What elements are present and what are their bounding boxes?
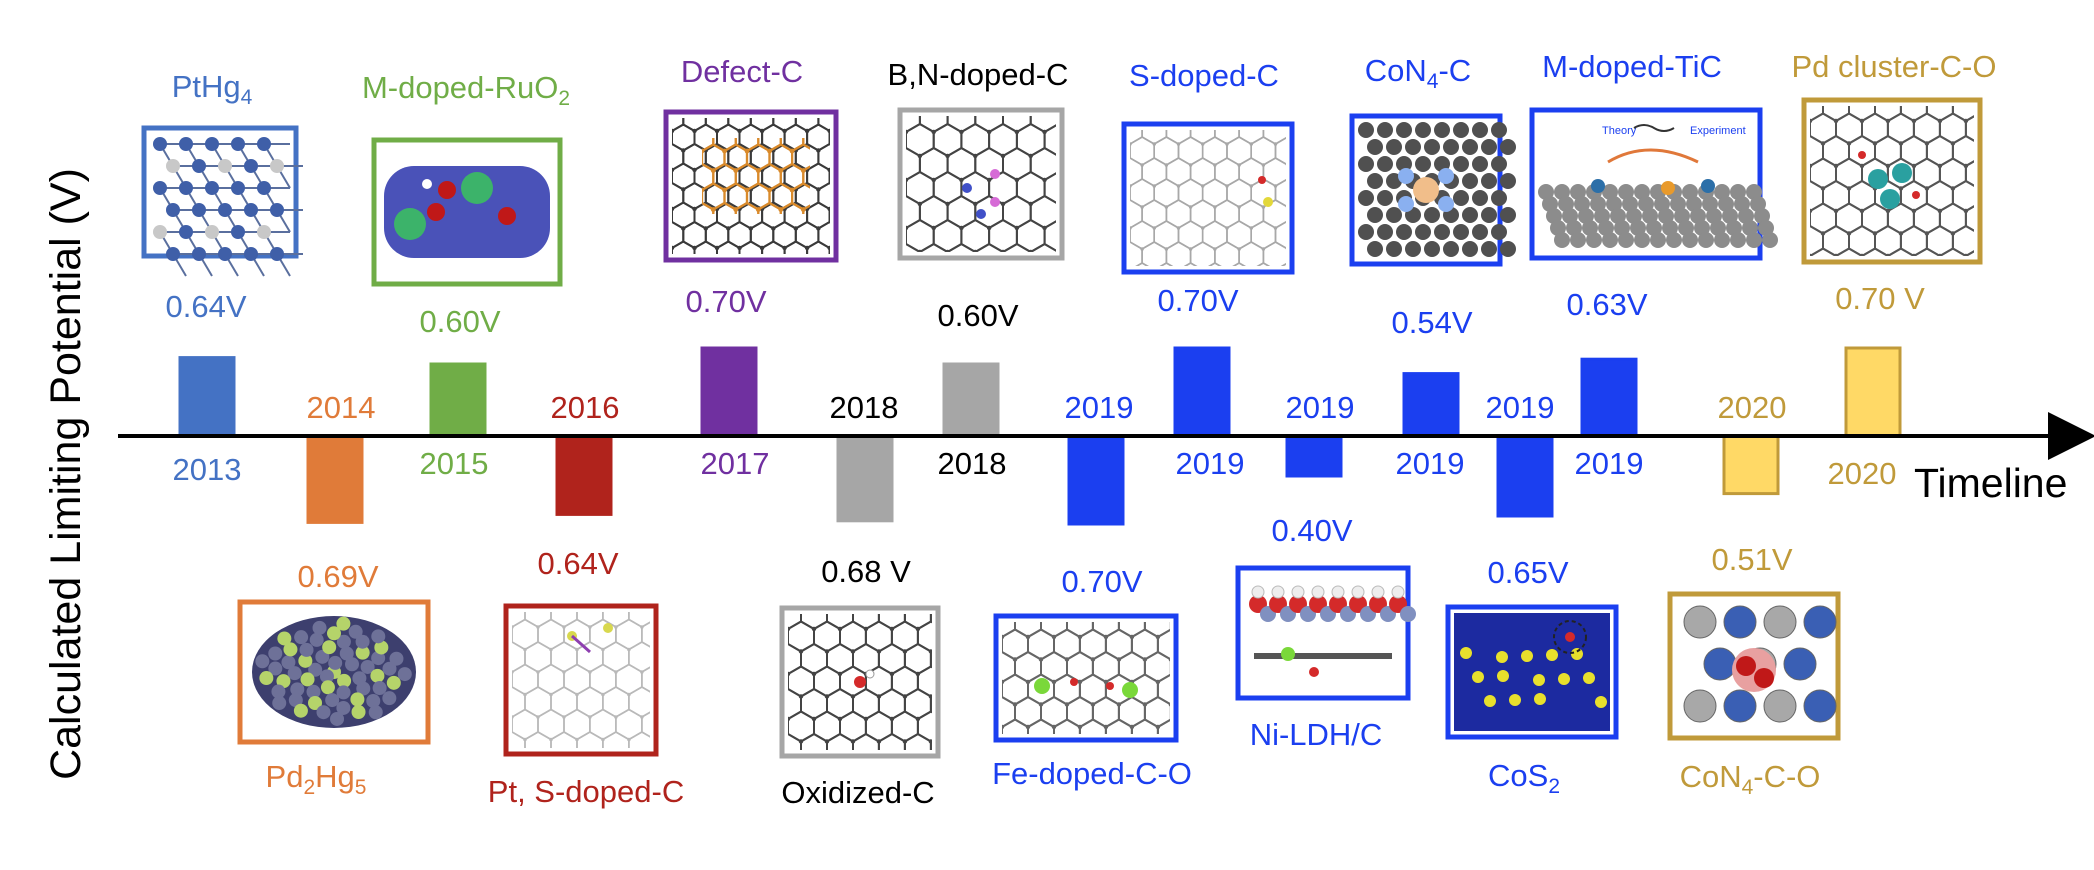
value-label-ni-ldh: 0.40V bbox=[1271, 513, 1352, 548]
pd2hg5-cluster-icon bbox=[237, 599, 431, 745]
value-label-bn-c: 0.60V bbox=[937, 298, 1018, 333]
year-label-ni-ldh: 2019 bbox=[1286, 390, 1355, 425]
pthg4-lattice-icon bbox=[141, 125, 303, 277]
icon-label-theory: Theory bbox=[1602, 125, 1637, 137]
bar-pthg4 bbox=[178, 356, 236, 438]
value-label-ruo2: 0.60V bbox=[419, 304, 500, 339]
year-label-oxidized-c: 2018 bbox=[830, 390, 899, 425]
year-label-ruo2: 2015 bbox=[420, 446, 489, 481]
bar-con4-c bbox=[1402, 372, 1460, 438]
material-name-pd-cluster: Pd cluster-C-O bbox=[1792, 49, 1997, 84]
bar-pt-s-c bbox=[555, 434, 613, 516]
bar-m-tic bbox=[1580, 357, 1638, 438]
material-name-con4-c: CoN4-C bbox=[1365, 53, 1471, 93]
pt-s-graphene-icon bbox=[503, 603, 659, 757]
year-label-con4-c: 2019 bbox=[1396, 446, 1465, 481]
value-label-con4-c-o: 0.51V bbox=[1711, 542, 1792, 577]
y-axis-label: Calculated Limiting Potential (V) bbox=[42, 168, 90, 780]
value-label-pthg4: 0.64V bbox=[165, 289, 246, 324]
con4-graphene-icon bbox=[1349, 113, 1516, 267]
year-label-fe-c-o: 2019 bbox=[1065, 390, 1134, 425]
year-label-defect-c: 2017 bbox=[701, 446, 770, 481]
bar-pd2hg5 bbox=[306, 434, 364, 524]
icon-label-experiment: Experiment bbox=[1690, 125, 1746, 137]
year-label-s-c: 2019 bbox=[1176, 446, 1245, 481]
fe-graphene-icon bbox=[993, 613, 1179, 743]
bn-graphene-icon bbox=[897, 107, 1065, 261]
value-label-oxidized-c: 0.68 V bbox=[821, 554, 911, 589]
cos2-crystal-icon bbox=[1445, 604, 1619, 740]
pd-cluster-graphene-icon bbox=[1801, 97, 1983, 265]
con4-co-graphene-icon bbox=[1667, 591, 1841, 741]
bar-fe-c-o bbox=[1067, 434, 1125, 526]
structure-icons-layer: Theory Experiment bbox=[141, 97, 1983, 759]
labels-layer: 0.64V 2013 PtHg4 0.69V 2014 Pd2Hg5 0.60V 2015 M-… bbox=[165, 49, 1996, 810]
value-label-fe-c-o: 0.70V bbox=[1061, 564, 1142, 599]
tic-surface-icon: Theory Experiment bbox=[1529, 107, 1778, 261]
oxidized-graphene-icon bbox=[779, 605, 941, 759]
year-label-bn-c: 2018 bbox=[938, 446, 1007, 481]
value-label-cos2: 0.65V bbox=[1487, 555, 1568, 590]
value-label-s-c: 0.70V bbox=[1157, 283, 1238, 318]
x-axis-label: Timeline bbox=[1914, 460, 2067, 506]
year-label-pd-cluster: 2020 bbox=[1828, 456, 1897, 491]
value-label-defect-c: 0.70V bbox=[685, 284, 766, 319]
bars-layer bbox=[178, 346, 1902, 526]
bar-bn-c bbox=[942, 362, 1000, 438]
year-label-pthg4: 2013 bbox=[173, 452, 242, 487]
year-label-m-tic: 2019 bbox=[1575, 446, 1644, 481]
material-name-oxidized-c: Oxidized-C bbox=[781, 775, 934, 810]
year-label-pd2hg5: 2014 bbox=[307, 390, 376, 425]
value-label-pd2hg5: 0.69V bbox=[297, 559, 378, 594]
value-label-con4-c: 0.54V bbox=[1391, 305, 1472, 340]
value-label-pd-cluster: 0.70 V bbox=[1835, 281, 1925, 316]
bar-s-c bbox=[1173, 346, 1231, 438]
value-label-m-tic: 0.63V bbox=[1566, 287, 1647, 322]
material-name-fe-c-o: Fe-doped-C-O bbox=[992, 756, 1192, 791]
value-label-pt-s-c: 0.64V bbox=[537, 546, 618, 581]
defect-graphene-icon bbox=[663, 109, 839, 263]
bar-ruo2 bbox=[429, 362, 487, 438]
bar-con4-c-o bbox=[1722, 434, 1780, 496]
material-name-ruo2: M-doped-RuO2 bbox=[362, 70, 570, 110]
bar-cos2 bbox=[1496, 434, 1554, 518]
year-label-con4-c-o: 2020 bbox=[1718, 390, 1787, 425]
material-name-pthg4: PtHg4 bbox=[172, 69, 253, 109]
material-name-ni-ldh: Ni-LDH/C bbox=[1250, 717, 1383, 752]
ruo2-surface-icon bbox=[371, 137, 563, 287]
material-name-bn-c: B,N-doped-C bbox=[888, 57, 1069, 92]
bar-defect-c bbox=[700, 346, 758, 438]
material-name-con4-c-o: CoN4-C-O bbox=[1680, 759, 1821, 799]
bar-oxidized-c bbox=[836, 434, 894, 523]
bar-ni-ldh bbox=[1285, 434, 1343, 478]
ni-ldh-stack-icon bbox=[1235, 565, 1416, 701]
year-label-pt-s-c: 2016 bbox=[551, 390, 620, 425]
year-label-cos2: 2019 bbox=[1486, 390, 1555, 425]
material-name-pd2hg5: Pd2Hg5 bbox=[266, 759, 367, 799]
s-graphene-icon bbox=[1121, 121, 1295, 275]
material-name-pt-s-c: Pt, S-doped-C bbox=[488, 774, 684, 809]
material-name-cos2: CoS2 bbox=[1488, 758, 1560, 798]
material-name-defect-c: Defect-C bbox=[681, 54, 803, 89]
bar-pd-cluster bbox=[1844, 346, 1902, 438]
material-name-m-tic: M-doped-TiC bbox=[1542, 49, 1722, 84]
material-name-s-c: S-doped-C bbox=[1129, 58, 1279, 93]
